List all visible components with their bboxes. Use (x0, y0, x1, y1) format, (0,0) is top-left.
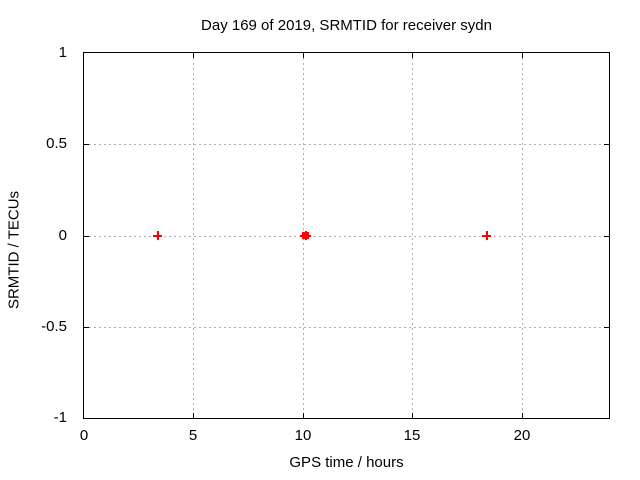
y-tick-label: -1 (53, 409, 67, 426)
y-gridline (84, 327, 609, 328)
chart-title: Day 169 of 2019, SRMTID for receiver syd… (201, 17, 492, 34)
x-tick-top (522, 53, 523, 58)
x-tick-label: 0 (79, 427, 89, 444)
x-tick-label: 15 (403, 427, 421, 444)
y-tick-left (84, 144, 89, 145)
y-axis-label: SRMTID / TECUs (5, 190, 23, 310)
x-tick-bottom (412, 413, 413, 418)
x-tick-label: 5 (188, 427, 198, 444)
x-tick-bottom (303, 413, 304, 418)
y-gridline (84, 144, 609, 145)
y-tick-right (604, 236, 609, 237)
plot-area (83, 52, 610, 419)
y-tick-left (84, 236, 89, 237)
x-tick-top (412, 53, 413, 58)
y-tick-label: 0.5 (46, 135, 67, 152)
x-tick-bottom (522, 413, 523, 418)
y-tick-label: 0 (58, 227, 67, 244)
x-tick-top (193, 53, 194, 58)
data-point-marker-cluster (300, 231, 312, 240)
y-tick-label: -0.5 (41, 318, 67, 335)
y-tick-right (604, 144, 609, 145)
x-tick-label: 10 (294, 427, 312, 444)
data-point-marker-plus (153, 231, 163, 240)
y-tick-left (84, 327, 89, 328)
data-point-marker-plus (482, 231, 492, 240)
x-gridline (522, 53, 523, 418)
y-tick-label: 1 (58, 44, 67, 61)
x-axis-label: GPS time / hours (289, 454, 404, 471)
y-gridline (84, 236, 609, 237)
x-gridline (193, 53, 194, 418)
x-tick-bottom (193, 413, 194, 418)
x-gridline (412, 53, 413, 418)
x-tick-top (303, 53, 304, 58)
y-tick-right (604, 327, 609, 328)
x-tick-label: 20 (513, 427, 531, 444)
